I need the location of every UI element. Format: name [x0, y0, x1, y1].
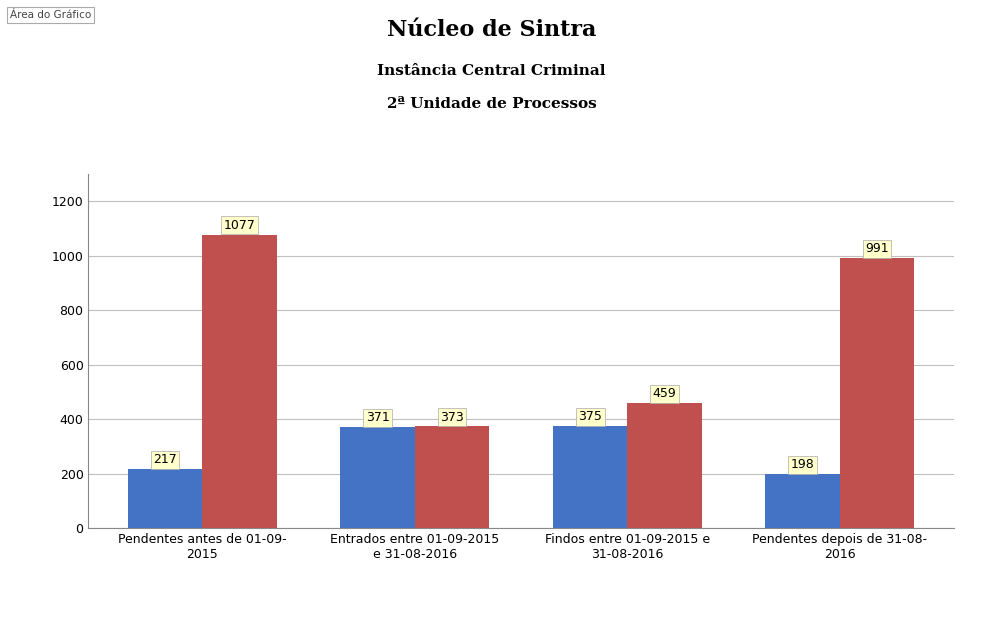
- Text: 198: 198: [790, 459, 815, 471]
- Text: 375: 375: [578, 410, 602, 423]
- Bar: [202, 234, 276, 528]
- Bar: [552, 426, 627, 528]
- Text: Instância Central Criminal: Instância Central Criminal: [377, 64, 606, 79]
- Bar: [766, 474, 839, 528]
- Text: 1077: 1077: [223, 219, 256, 232]
- Text: Núcleo de Sintra: Núcleo de Sintra: [387, 19, 596, 41]
- Bar: [128, 469, 202, 528]
- Bar: [839, 258, 914, 528]
- Text: 217: 217: [153, 453, 177, 466]
- Bar: [340, 427, 415, 528]
- Text: 373: 373: [440, 411, 464, 424]
- Bar: [415, 426, 490, 528]
- Text: Área do Gráfico: Área do Gráfico: [10, 10, 91, 20]
- Text: 2ª Unidade de Processos: 2ª Unidade de Processos: [386, 97, 597, 111]
- Text: 459: 459: [653, 387, 676, 401]
- Text: 991: 991: [865, 242, 889, 255]
- Text: 371: 371: [366, 412, 389, 424]
- Bar: [627, 403, 702, 528]
